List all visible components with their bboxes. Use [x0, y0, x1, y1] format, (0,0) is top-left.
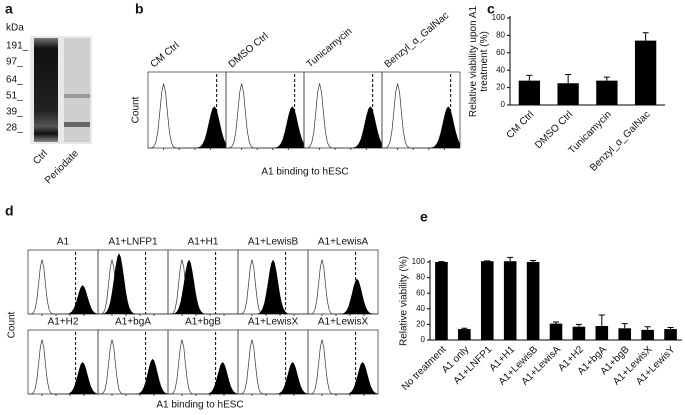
- bar: [634, 40, 657, 106]
- blot-band: [64, 94, 90, 98]
- histogram-sample: [226, 106, 304, 148]
- y-tick-label: 20: [416, 320, 425, 329]
- error-bar: [598, 314, 605, 326]
- histogram-title: Benzyl_α_GalNac: [383, 10, 452, 70]
- histogram-title: Tunicamycin: [305, 26, 355, 70]
- blot-marker: 39_: [6, 107, 23, 118]
- x-tick-label: DMSO Ctrl: [533, 109, 575, 151]
- histogram-sample: [168, 362, 238, 394]
- histogram-sample: [238, 362, 308, 394]
- x-tick-label: CM Ctrl: [505, 109, 537, 141]
- blot-marker: 28_: [6, 123, 23, 134]
- y-tick-label: 80: [496, 31, 505, 40]
- y-tick-label: 40: [496, 65, 505, 74]
- histogram-control: [308, 259, 378, 315]
- y-axis-label: Count: [7, 311, 18, 338]
- error-bar: [667, 327, 674, 330]
- panel-letter: d: [5, 203, 14, 219]
- blot-marker: 51_: [6, 91, 23, 102]
- bar: [664, 329, 677, 340]
- y-tick-label: 20: [496, 83, 505, 92]
- blot-marker: 191_: [6, 41, 29, 52]
- histogram-sample: [308, 362, 378, 394]
- bar: [503, 261, 517, 340]
- histogram-title: A1+bgA: [115, 317, 151, 328]
- histogram-title: A1: [57, 237, 70, 248]
- histogram-sample: [382, 106, 460, 148]
- error-bar: [530, 259, 537, 262]
- histogram-sample: [98, 253, 168, 314]
- error-bar: [526, 74, 533, 81]
- histogram-title: A1+LewisX: [248, 317, 299, 328]
- histogram-sample: [308, 278, 378, 314]
- lane-label: Periodate: [43, 148, 81, 186]
- bar: [641, 329, 654, 340]
- error-bar: [565, 74, 572, 84]
- histogram-sample: [238, 259, 308, 314]
- histogram-sample: [304, 106, 382, 148]
- error-bar: [642, 32, 649, 41]
- lane-label: Ctrl: [31, 148, 50, 167]
- y-tick-label: 100: [412, 257, 426, 266]
- histogram-sample: [98, 358, 168, 394]
- y-tick-label: 100: [492, 13, 506, 22]
- histogram-title: A1+LewisB: [248, 237, 299, 248]
- error-bar: [553, 321, 559, 324]
- histogram-title: A1+LewisX: [318, 317, 369, 328]
- y-axis-label: Relative viability upon A1treatment (%): [468, 5, 490, 117]
- bar: [618, 328, 632, 340]
- blot-marker: 97_: [6, 57, 23, 68]
- histogram-title: CM Ctrl: [149, 40, 182, 70]
- y-tick-label: 80: [416, 273, 425, 282]
- y-axis-label: Count: [131, 96, 142, 123]
- histogram-sample: [148, 106, 226, 148]
- bar: [518, 80, 541, 105]
- y-tick-label: 0: [501, 100, 506, 109]
- bar: [458, 329, 471, 340]
- error-bar: [644, 326, 651, 330]
- histogram-title: A1+H2: [48, 317, 79, 328]
- error-bar: [621, 323, 628, 329]
- x-axis-label: A1 binding to hESC: [261, 167, 348, 178]
- blot-lane: [34, 38, 58, 142]
- bar: [572, 326, 586, 340]
- error-bar: [603, 76, 610, 81]
- bar: [557, 83, 579, 105]
- histogram-title: A1+bgB: [185, 317, 221, 328]
- histogram-sample: [168, 259, 238, 314]
- panel-letter: b: [135, 1, 144, 17]
- blot-unit: kDa: [6, 23, 24, 34]
- histogram-control: [168, 259, 238, 315]
- bar: [435, 262, 448, 340]
- histogram-title: A1+H1: [188, 237, 219, 248]
- bar: [596, 80, 618, 105]
- panel-letter: c: [487, 1, 495, 17]
- panel-letter: e: [420, 209, 428, 225]
- histogram-title: A1+LNFP1: [108, 237, 158, 248]
- histogram-title: DMSO Ctrl: [227, 31, 271, 71]
- bar: [526, 262, 540, 340]
- histogram-title: A1+LewisA: [318, 237, 369, 248]
- histogram-sample: [28, 285, 98, 314]
- y-axis-label: Relative viability (%): [399, 256, 410, 346]
- histogram-sample: [28, 362, 98, 394]
- y-tick-label: 40: [416, 304, 425, 313]
- x-axis-label: A1 binding to hESC: [156, 400, 243, 411]
- blot-marker: 64_: [6, 75, 23, 86]
- bar: [480, 261, 494, 340]
- blot-band: [64, 122, 90, 127]
- bar: [549, 323, 563, 340]
- error-bar: [507, 256, 514, 262]
- y-tick-label: 60: [496, 48, 505, 57]
- error-bar: [575, 323, 582, 327]
- y-tick-label: 0: [421, 335, 426, 344]
- bar: [595, 325, 609, 340]
- histogram-control: [98, 259, 168, 315]
- y-tick-label: 60: [416, 288, 425, 297]
- error-bar: [461, 327, 468, 330]
- panel-letter: a: [5, 1, 13, 17]
